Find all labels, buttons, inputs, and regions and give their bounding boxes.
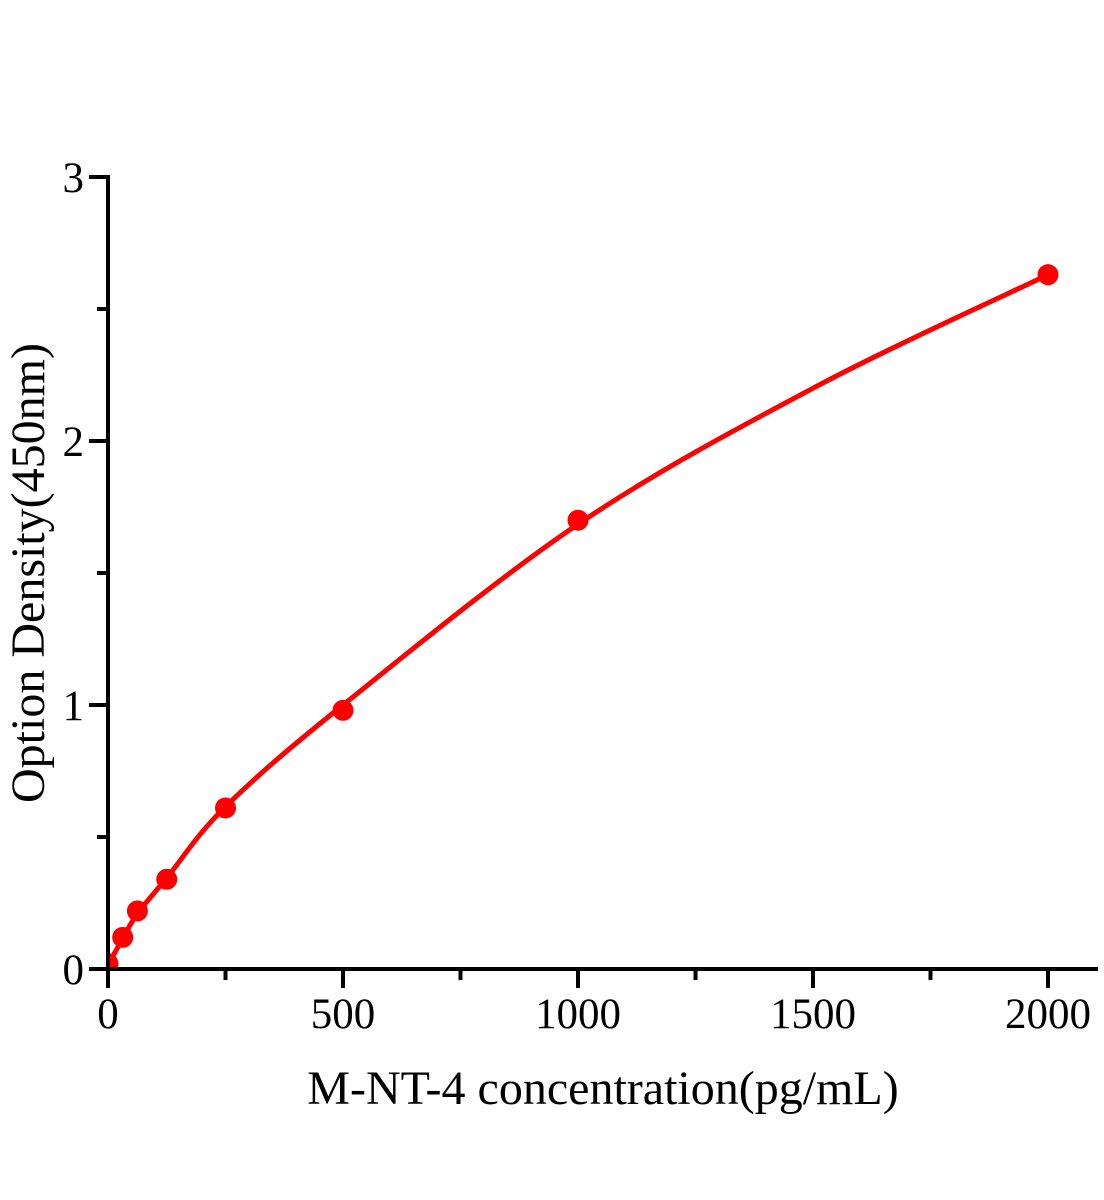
- y-axis-title: Option Density(450nm): [2, 343, 55, 803]
- x-axis-title: M-NT-4 concentration(pg/mL): [307, 1062, 898, 1115]
- x-tick-label: 0: [97, 991, 119, 1038]
- x-tick-label: 1500: [770, 991, 856, 1038]
- y-tick-label: 0: [63, 947, 85, 994]
- y-tick-label: 1: [63, 683, 85, 730]
- tick-labels: 0 500 1000 1500 2000 0 1 2 3: [63, 155, 1092, 1038]
- x-tick-label: 2000: [1005, 991, 1091, 1038]
- data-point: [567, 509, 589, 531]
- data-point: [156, 868, 178, 890]
- x-tick-label: 500: [311, 991, 376, 1038]
- data-point: [332, 699, 354, 721]
- tick-marks: [89, 175, 1050, 988]
- data-series: [110, 264, 1059, 967]
- data-point: [1037, 264, 1059, 286]
- y-tick-label: 2: [63, 419, 85, 466]
- data-point: [126, 900, 148, 922]
- data-point: [215, 797, 236, 819]
- data-point: [112, 926, 134, 948]
- axes: [106, 175, 1098, 971]
- fitted-curve: [110, 272, 1051, 967]
- y-tick-label: 3: [63, 155, 85, 202]
- data-point: [110, 953, 119, 967]
- x-tick-label: 1000: [535, 991, 621, 1038]
